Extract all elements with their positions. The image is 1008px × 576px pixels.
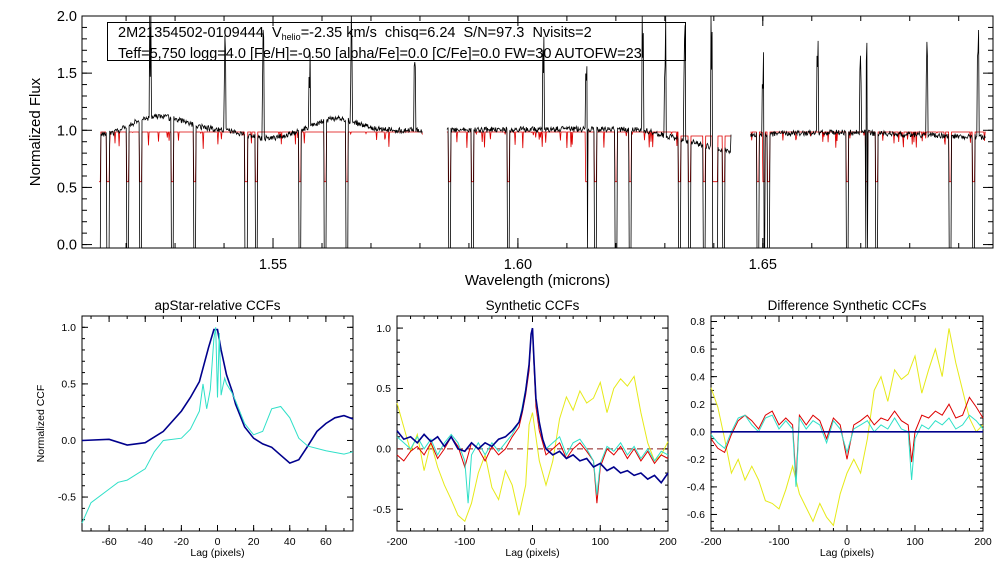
x-tick-label: 1.55 — [259, 257, 287, 273]
synthetic-spectrum-chip-1 — [99, 131, 423, 183]
y-tick-label: 1.5 — [57, 66, 77, 82]
spectrum-panel: 1.55 1.60 1.65 0.0 0.5 1.0 1.5 2.0 Wavelength (m… — [27, 9, 994, 289]
x-tick-label: -60 — [102, 536, 117, 548]
observed-spectrum-chip-2 — [446, 15, 732, 249]
info-line-1: 2M21354502-0109444 Vhelio=-2.35 km/s chi… — [118, 25, 685, 46]
series-line-yellow — [710, 328, 984, 527]
y-tick-label: -0.4 — [687, 482, 705, 494]
y-tick-label: 0.6 — [690, 344, 705, 356]
y-tick-label: -0.2 — [687, 454, 705, 466]
series-line-visit — [81, 327, 354, 524]
x-axis-label: Wavelength (microns) — [465, 272, 610, 289]
plot-frame — [710, 315, 984, 532]
y-tick-label: 0.5 — [61, 379, 76, 391]
y-tick-label: 1.0 — [57, 123, 77, 139]
y-tick-label: -0.5 — [373, 504, 391, 516]
x-tick-label: -100 — [768, 536, 789, 548]
y-tick-label: 0.2 — [690, 399, 705, 411]
vhelio-label: V — [272, 25, 282, 41]
vhelio-subscript: helio — [281, 32, 301, 42]
series-line-yellow — [396, 375, 669, 523]
y-tick-label: 0.0 — [57, 238, 77, 254]
y-tick-label: 0.0 — [376, 444, 391, 456]
x-tick-label: -200 — [386, 536, 407, 548]
chart-title: Synthetic CCFs — [486, 298, 580, 313]
x-tick-label: 0 — [530, 536, 536, 548]
x-axis-label: Lag (pixels) — [190, 547, 244, 559]
x-tick-label: 1.65 — [749, 257, 777, 273]
plot-frame — [396, 315, 669, 532]
synthetic-ccf-panel: -200 -100 0 100 200 -0.5 0.0 0.5 1.0 Synthetic CC… — [373, 298, 677, 559]
x-tick-label: -20 — [174, 536, 189, 548]
x-tick-label: -100 — [454, 536, 475, 548]
y-tick-label: 0.0 — [61, 435, 76, 447]
x-tick-label: 0 — [215, 536, 221, 548]
x-tick-label: 40 — [284, 536, 296, 548]
chart-title: Difference Synthetic CCFs — [768, 298, 927, 313]
x-tick-label: 0 — [844, 536, 850, 548]
y-tick-label: 0.0 — [690, 426, 705, 438]
y-tick-label: 0.8 — [690, 316, 705, 328]
x-tick-label: 60 — [320, 536, 332, 548]
series-line-red — [710, 396, 984, 481]
x-tick-label: 1.60 — [504, 257, 532, 273]
chart-title: apStar-relative CCFs — [154, 298, 280, 313]
y-tick-label: 1.0 — [61, 322, 76, 334]
y-tick-label: -0.6 — [687, 509, 705, 521]
x-tick-label: -40 — [138, 536, 153, 548]
x-axis-label: Lag (pixels) — [505, 547, 559, 559]
plot-frame — [81, 315, 354, 532]
vhelio-value: =-2.35 km/s — [300, 25, 377, 41]
y-tick-label: 2.0 — [57, 9, 77, 25]
x-tick-label: 200 — [974, 536, 992, 548]
difference-ccf-panel: -200 -100 0 100 200 -0.6 -0.4 -0.2 0.0 0.2 0.4 0.6 0… — [687, 298, 992, 559]
y-tick-label: 0.5 — [376, 383, 391, 395]
x-tick-label: 20 — [248, 536, 260, 548]
chisq-value: chisq=6.24 — [384, 25, 456, 41]
apstar-ccf-panel: -60 -40 -20 0 20 40 60 -0.5 0.0 0.5 1.0 apStar-rela… — [35, 298, 354, 559]
series-line-navy — [396, 327, 669, 484]
x-tick-label: 100 — [591, 536, 609, 548]
y-axis-label: Normalized Flux — [27, 77, 44, 186]
star-id: 2M21354502-0109444 — [118, 25, 264, 41]
y-tick-label: 0.5 — [57, 181, 77, 197]
series-line-cyan — [710, 414, 984, 487]
observed-spectrum-chip-3 — [750, 29, 986, 249]
x-tick-label: 200 — [659, 536, 677, 548]
x-axis-label: Lag (pixels) — [820, 547, 874, 559]
y-tick-label: -0.5 — [58, 492, 76, 504]
x-tick-label: 100 — [906, 536, 924, 548]
info-line-2: Teff=5,750 logg=4.0 [Fe/H]=-0.50 [alpha/… — [118, 46, 642, 62]
x-tick-label: -200 — [700, 536, 721, 548]
observed-spectrum-chip-1 — [99, 15, 423, 249]
snr-value: S/N=97.3 — [463, 25, 525, 41]
y-axis-label: Normalized CCF — [35, 385, 47, 463]
spectrum-info-box: 2M21354502-0109444 Vhelio=-2.35 km/s chi… — [107, 22, 686, 62]
y-tick-label: 1.0 — [376, 323, 391, 335]
plot-frame — [81, 15, 994, 249]
nvisits-value: Nvisits=2 — [532, 25, 592, 41]
y-tick-label: 0.4 — [690, 371, 705, 383]
